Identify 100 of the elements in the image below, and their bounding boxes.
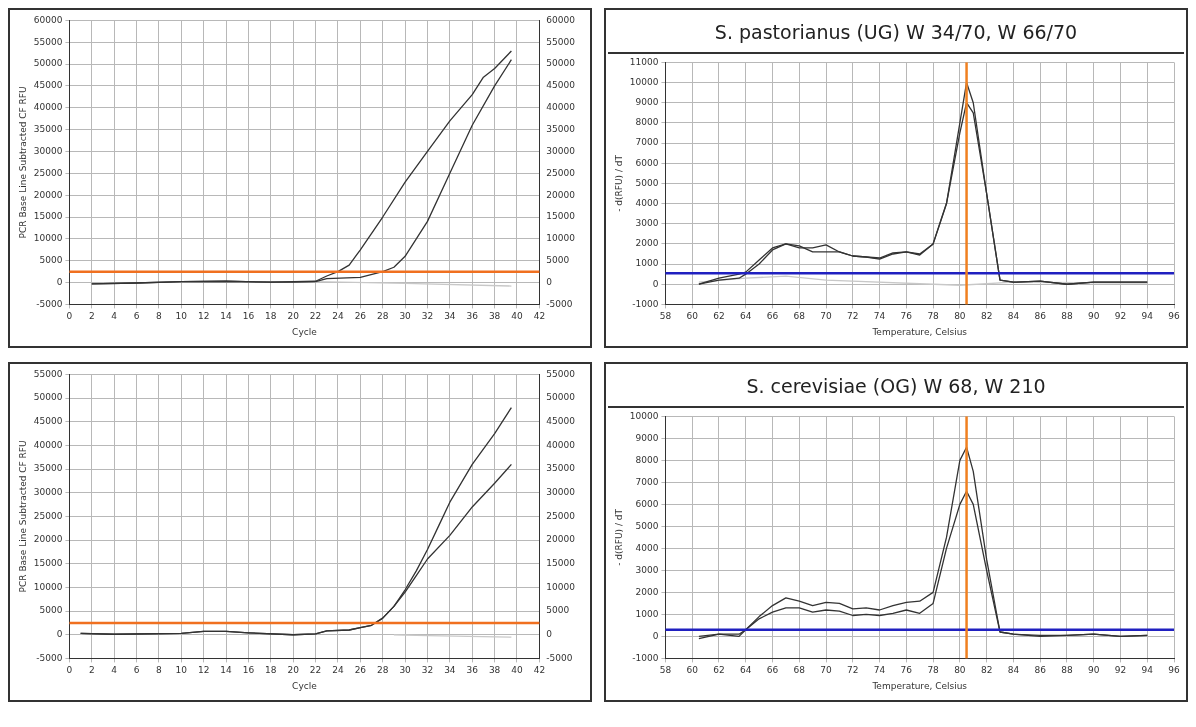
y-tick-label: 15000 xyxy=(33,211,63,222)
y-tick-label: 50000 xyxy=(33,58,63,69)
y-tick-label: 35000 xyxy=(33,123,63,134)
x-tick-label: 80 xyxy=(954,665,966,676)
y-axis-title: PCR Base Line Subtracted CF RFU xyxy=(17,440,28,593)
x-tick-label: 10 xyxy=(175,665,188,676)
y2-tick-label: 15000 xyxy=(546,211,576,222)
y2-tick-label: 10000 xyxy=(546,581,576,592)
y-tick-label: 4000 xyxy=(635,542,659,553)
y-tick-label: 35000 xyxy=(33,463,63,474)
y-tick-label: 9000 xyxy=(635,97,659,108)
x-tick-label: 72 xyxy=(847,665,859,676)
y2-tick-label: 30000 xyxy=(546,145,576,156)
y-tick-label: 30000 xyxy=(33,145,63,156)
x-tick-label: 64 xyxy=(740,665,752,676)
x-tick-label: 78 xyxy=(927,311,940,322)
x-tick-label: 4 xyxy=(111,311,118,322)
x-tick-label: 68 xyxy=(793,665,806,676)
x-tick-label: 0 xyxy=(66,311,73,322)
x-tick-label: 40 xyxy=(511,665,523,676)
x-tick-label: 88 xyxy=(1061,665,1073,676)
x-tick-label: 64 xyxy=(740,311,752,322)
y-tick-label: 10000 xyxy=(629,410,659,421)
y-tick-label: 0 xyxy=(652,630,659,641)
y-axis-title: - d(RFU) / dT xyxy=(613,508,624,566)
y-tick-label: 5000 xyxy=(39,255,63,266)
y2-tick-label: 40000 xyxy=(546,102,576,113)
y2-tick-label: 50000 xyxy=(546,58,576,69)
x-tick-label: 74 xyxy=(873,311,886,322)
x-tick-label: 58 xyxy=(659,665,672,676)
x-tick-label: 38 xyxy=(488,311,501,322)
y2-tick-label: -5000 xyxy=(546,298,573,309)
y-tick-label: -1000 xyxy=(632,298,659,309)
x-tick-label: 80 xyxy=(954,311,966,322)
y2-tick-label: 40000 xyxy=(546,439,576,450)
y-tick-label: 50000 xyxy=(33,392,63,403)
x-tick-label: 60 xyxy=(686,665,699,676)
y-tick-label: 15000 xyxy=(33,558,63,569)
x-tick-label: 42 xyxy=(533,665,546,676)
y-tick-label: 1000 xyxy=(635,608,659,619)
y2-tick-label: 35000 xyxy=(546,463,576,474)
x-tick-label: 88 xyxy=(1061,311,1073,322)
x-tick-label: 74 xyxy=(873,665,886,676)
y2-tick-label: 0 xyxy=(546,629,553,640)
y2-tick-label: 20000 xyxy=(546,534,576,545)
x-tick-label: 78 xyxy=(927,665,940,676)
y-tick-label: 55000 xyxy=(33,368,63,379)
x-tick-label: 82 xyxy=(980,665,993,676)
y-tick-label: 5000 xyxy=(635,177,659,188)
x-tick-label: 86 xyxy=(1034,665,1047,676)
y-tick-label: 5000 xyxy=(39,605,63,616)
y2-tick-label: 0 xyxy=(546,276,553,287)
y2-tick-label: 55000 xyxy=(546,368,576,379)
y-tick-label: 10000 xyxy=(33,233,63,244)
y-tick-label: 2000 xyxy=(635,238,659,249)
x-tick-label: 34 xyxy=(444,665,456,676)
x-tick-label: 36 xyxy=(466,665,479,676)
y2-tick-label: 60000 xyxy=(546,14,576,25)
x-tick-label: 38 xyxy=(488,665,501,676)
x-tick-label: 24 xyxy=(332,311,344,322)
y-tick-label: 20000 xyxy=(33,189,63,200)
x-tick-label: 42 xyxy=(533,311,546,322)
y-tick-label: 30000 xyxy=(33,487,63,498)
x-axis-title: Cycle xyxy=(292,326,318,337)
y-axis-title: - d(RFU) / dT xyxy=(613,154,624,212)
x-tick-label: 76 xyxy=(900,311,913,322)
x-tick-label: 6 xyxy=(133,665,140,676)
x-tick-label: 82 xyxy=(980,311,993,322)
y-tick-label: 2000 xyxy=(635,586,659,597)
x-tick-label: 6 xyxy=(133,311,140,322)
x-tick-label: 66 xyxy=(766,311,779,322)
y-tick-label: -5000 xyxy=(36,298,63,309)
x-tick-label: 10 xyxy=(175,311,188,322)
x-tick-label: 26 xyxy=(354,311,367,322)
x-tick-label: 32 xyxy=(421,311,434,322)
y-tick-label: 11000 xyxy=(629,56,659,67)
y-tick-label: 45000 xyxy=(33,416,63,427)
y-tick-label: 10000 xyxy=(629,76,659,87)
y-tick-label: 40000 xyxy=(33,102,63,113)
x-tick-label: 34 xyxy=(444,311,456,322)
y-tick-label: 7000 xyxy=(635,476,659,487)
x-tick-label: 0 xyxy=(66,665,73,676)
x-tick-label: 8 xyxy=(156,311,163,322)
y-tick-label: 8000 xyxy=(635,117,659,128)
x-tick-label: 92 xyxy=(1114,311,1127,322)
y2-tick-label: 35000 xyxy=(546,123,576,134)
y-tick-label: 5000 xyxy=(635,520,659,531)
y-tick-label: 10000 xyxy=(33,581,63,592)
x-tick-label: 92 xyxy=(1114,665,1127,676)
y-tick-label: 3000 xyxy=(635,218,659,229)
x-tick-label: 4 xyxy=(111,665,118,676)
x-tick-label: 62 xyxy=(713,311,725,322)
x-tick-label: 30 xyxy=(399,311,412,322)
x-tick-label: 90 xyxy=(1087,311,1100,322)
y-tick-label: 20000 xyxy=(33,534,63,545)
y-tick-label: 55000 xyxy=(33,36,63,47)
x-tick-label: 14 xyxy=(220,311,233,322)
y-tick-label: 8000 xyxy=(635,454,659,465)
x-tick-label: 84 xyxy=(1007,311,1020,322)
y-tick-label: 0 xyxy=(56,629,63,640)
